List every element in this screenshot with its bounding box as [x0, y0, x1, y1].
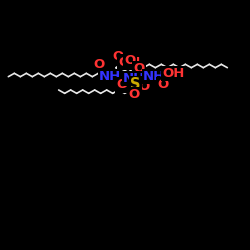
- Text: O: O: [128, 88, 139, 102]
- Text: NH: NH: [143, 70, 165, 83]
- Text: OH: OH: [118, 56, 141, 68]
- Text: O: O: [134, 62, 145, 76]
- Text: NH: NH: [99, 70, 121, 83]
- Text: O: O: [116, 78, 128, 92]
- Text: NH: NH: [123, 72, 145, 85]
- Text: OH: OH: [163, 67, 185, 80]
- Text: O: O: [139, 80, 150, 92]
- Text: O: O: [125, 54, 136, 68]
- Text: O: O: [158, 78, 169, 91]
- Text: S: S: [130, 77, 141, 92]
- Text: O: O: [93, 58, 104, 70]
- Text: O: O: [112, 50, 123, 63]
